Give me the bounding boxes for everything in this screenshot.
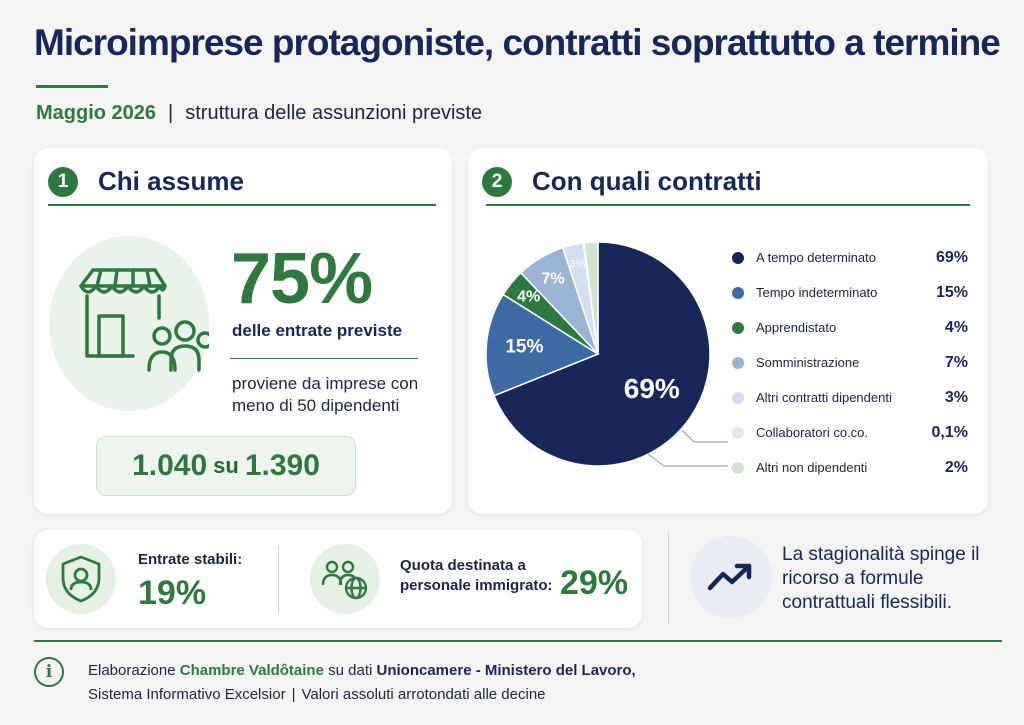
legend-swatch [732, 251, 744, 264]
legend-item: Apprendistato 4% [732, 310, 968, 345]
pie-leader-line [647, 453, 728, 467]
pie-slice-label: 4% [517, 288, 540, 305]
subtitle-separator: | [168, 101, 174, 124]
legend-value: 3% [944, 388, 968, 406]
legend-swatch [732, 426, 744, 439]
micro-firm-share-label: delle entrate previste [232, 321, 403, 340]
subtitle-description: struttura delle assunzioni previste [185, 101, 483, 124]
contracts-pie-chart: 69% 15% 4%7% 3% [485, 241, 728, 467]
section-number-badge: 2 [482, 166, 512, 197]
footer-prefix: Elaborazione [88, 662, 176, 679]
legend-label: Apprendistato [756, 320, 837, 335]
contracts-card: 2 Con quali contratti 69% 15% 4% 7% 3% A tem… [468, 148, 988, 514]
immigrant-share-value: 29% [560, 564, 629, 602]
pie-leader-line [681, 429, 728, 443]
seasonality-note: La stagionalità spinge il ricorso a form… [782, 544, 980, 613]
legend-value: 2% [944, 458, 968, 476]
footer-org: Chambre Valdôtaine [179, 662, 324, 679]
footer-system: Sistema Informativo Excelsior [88, 686, 286, 703]
legend-swatch [732, 321, 744, 334]
legend-value: 15% [935, 283, 968, 301]
immigrant-share-label-line1: Quota destinata a [400, 557, 526, 574]
subtitle: Maggio 2026 | struttura delle assunzioni… [36, 100, 482, 126]
legend-label: Altri contratti dipendenti [756, 390, 892, 405]
people-globe-icon [310, 544, 380, 614]
pie-slice-label: 69% [624, 373, 680, 404]
footer-source-name: Unioncamere - Ministero del Lavoro, [376, 662, 636, 679]
section-number-badge: 1 [48, 166, 78, 197]
stats-card: Entrate stabili: 19% Quota destinata a p… [34, 530, 642, 628]
legend-value: 0,1% [931, 423, 968, 441]
legend-label: Collaboratori co.co. [756, 425, 868, 440]
legend-item: A tempo determinato 69% [732, 240, 968, 275]
pie-legend: A tempo determinato 69% Tempo indeterminat… [732, 240, 968, 485]
immigrant-share-label-line2: personale immigrato: [400, 577, 553, 594]
who-hires-header: 1 Chi assume [48, 166, 244, 197]
section-title: Chi assume [98, 166, 244, 196]
footer-note: Valori assoluti arrotondati alle decine [301, 686, 546, 703]
footer-rule [34, 640, 1002, 642]
legend-item: Collaboratori co.co. 0,1% [732, 415, 968, 450]
hires-count-joiner: su [213, 453, 239, 478]
title-underline [36, 85, 108, 88]
legend-value: 4% [944, 318, 968, 336]
legend-swatch [732, 356, 744, 369]
legend-label: Altri non dipendenti [756, 460, 868, 475]
hires-count-box: 1.040 su 1.390 [96, 436, 356, 496]
immigrant-share-label: Quota destinata a personale immigrato: [400, 556, 553, 596]
legend-item: Altri contratti dipendenti 3% [732, 380, 968, 415]
shop-people-icon [49, 236, 214, 411]
micro-firm-description: proviene da imprese con meno di 50 dipen… [232, 374, 419, 415]
legend-label: Tempo indeterminato [756, 285, 878, 300]
legend-item: Somministrazione 7% [732, 345, 968, 380]
legend-item: Altri non dipendenti 2% [732, 450, 968, 485]
stable-hires-label: Entrate stabili: [138, 551, 243, 568]
pie-slice-tempo-indeterminato [485, 293, 600, 397]
section-rule [48, 204, 436, 206]
hires-count-value: 1.040 [132, 449, 208, 482]
section-title: Con quali contratti [532, 166, 762, 196]
stable-hires-value: 19% [138, 574, 207, 612]
info-icon: i [34, 657, 64, 687]
pie-slice-label: 7% [542, 270, 565, 287]
footer-separator: | [291, 686, 296, 703]
legend-value: 69% [935, 248, 968, 266]
footer-source: Elaborazione Chambre Valdôtaine su dati … [88, 659, 636, 707]
micro-firm-share: 75% [231, 239, 373, 319]
shield-person-icon [46, 544, 116, 614]
legend-value: 7% [944, 353, 968, 371]
page-title: Microimprese protagoniste, contratti sop… [34, 22, 1001, 63]
divider [230, 358, 418, 359]
subtitle-month: Maggio 2026 [36, 101, 157, 124]
legend-swatch [732, 391, 744, 404]
trend-up-icon [690, 536, 772, 618]
pie-slice-label: 3% [569, 258, 585, 270]
legend-swatch [732, 461, 744, 474]
legend-item: Tempo indeterminato 15% [732, 275, 968, 310]
footer-middle: su dati [328, 662, 373, 679]
legend-label: Somministrazione [756, 355, 860, 370]
legend-swatch [732, 286, 744, 299]
contracts-header: 2 Con quali contratti [482, 166, 762, 197]
pie-slice-label: 15% [505, 336, 543, 357]
divider [278, 546, 279, 612]
divider [668, 532, 669, 624]
hires-count-total: 1.390 [244, 449, 320, 482]
section-rule [486, 204, 970, 206]
pie-slice-altri-non-dipendenti [583, 241, 599, 355]
pie-slice-a-tempo-determinato [493, 241, 711, 467]
legend-label: A tempo determinato [756, 250, 876, 265]
who-hires-card: 1 Chi assume 75% delle entra [34, 148, 452, 514]
